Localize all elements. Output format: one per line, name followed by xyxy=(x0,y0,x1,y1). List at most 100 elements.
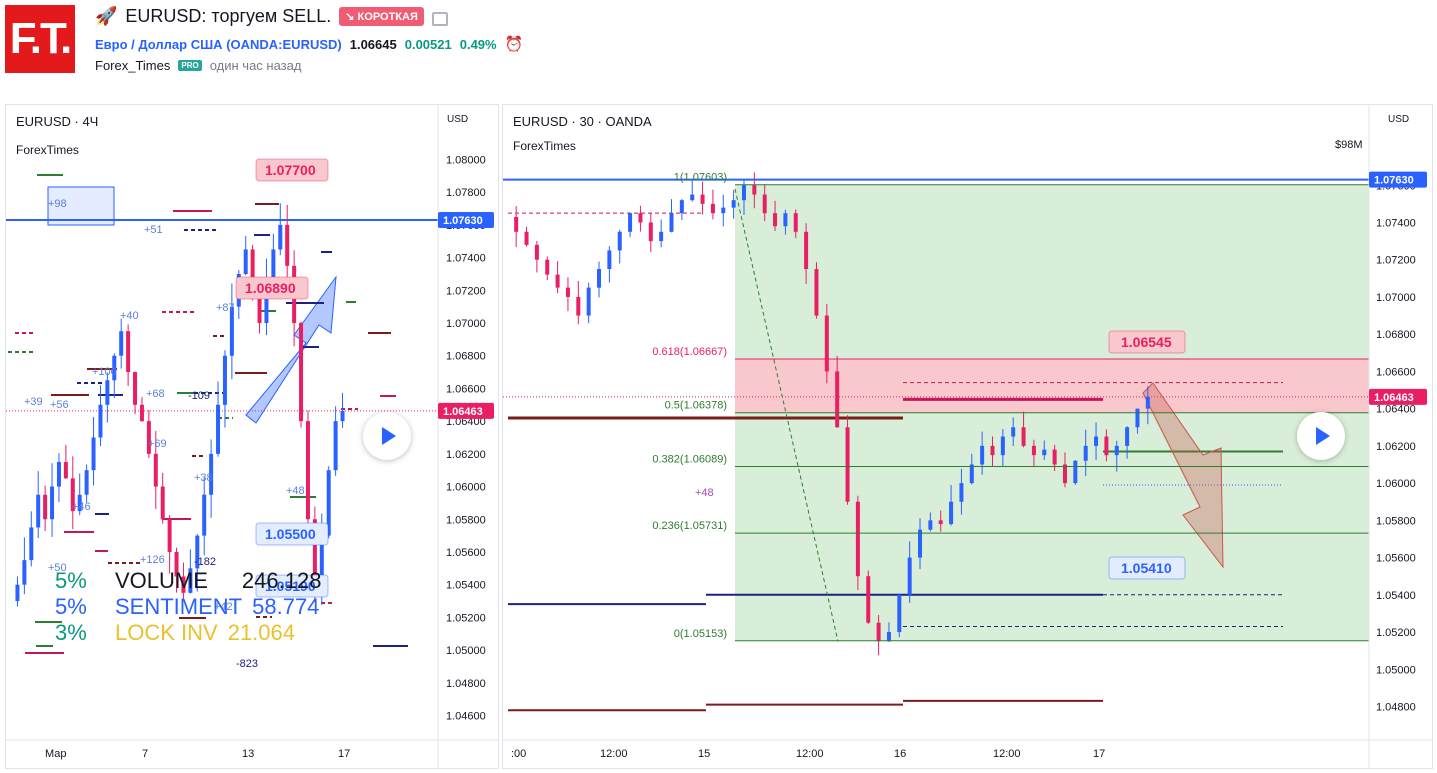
candle-body xyxy=(188,568,193,593)
level-tag: +87 xyxy=(216,302,235,314)
volume-label: $98M xyxy=(1335,139,1363,151)
left-chart-canvas[interactable]: EURUSD · 4Ч ForexTimes USD 1.08000 1.0780… xyxy=(6,105,498,768)
price-callout-label: 1.05190 xyxy=(265,578,316,594)
x-tick-label: 12:00 xyxy=(993,748,1021,760)
candle-body xyxy=(586,287,591,316)
y-tick-label: 1.07000 xyxy=(446,318,486,330)
price-callout-label: 1.05500 xyxy=(265,526,316,542)
right-chart-canvas[interactable]: +48 EURUSD · 30 · OANDA ForexTimes $98M … xyxy=(503,105,1432,768)
price-callout xyxy=(255,522,329,546)
right-chart-title: EURUSD · 30 · OANDA xyxy=(513,114,652,129)
level-tag: +39 xyxy=(24,396,43,408)
candle-body xyxy=(146,421,151,454)
candle-body xyxy=(229,306,234,356)
level-tag: +50 xyxy=(48,562,67,574)
candle-body xyxy=(29,527,34,561)
candle-body xyxy=(36,494,41,528)
short-direction-badge: ↘ КОРОТКАЯ xyxy=(339,7,424,26)
stat-percent: 5% xyxy=(55,594,87,619)
candle-body xyxy=(326,470,331,536)
stats-overlay: 5% VOLUME 246.128 5% SENTIMENT 58.774 3% LOCK I… xyxy=(55,568,321,646)
right-currency-label: USD xyxy=(1388,114,1409,125)
candle-body xyxy=(669,213,674,232)
level-tag: +38 xyxy=(194,472,213,484)
y-tick-label: 1.08000 xyxy=(446,155,486,167)
price-tag xyxy=(1369,171,1427,188)
y-tick-label: 1.07200 xyxy=(446,285,486,297)
stat-name: SENTIMENT xyxy=(115,594,243,619)
price-tag xyxy=(438,402,494,419)
level-tag: +56 xyxy=(50,399,69,411)
candle-body xyxy=(628,213,633,232)
price-tag-label: 1.07630 xyxy=(1374,175,1414,187)
candle-body xyxy=(299,323,304,422)
candle-body xyxy=(835,371,840,428)
level-tag: +69 xyxy=(148,438,167,450)
candle-body xyxy=(1094,436,1099,446)
author-name-link[interactable]: Forex_Times xyxy=(95,58,171,73)
candle-body xyxy=(84,470,89,495)
y-tick-label: 1.06600 xyxy=(446,383,486,395)
level-tag: +51 xyxy=(144,224,163,236)
play-replay-button[interactable] xyxy=(363,412,411,460)
level-tag: +48 xyxy=(286,485,305,497)
candle-body xyxy=(721,207,726,214)
candle-body xyxy=(534,244,539,260)
candle-body xyxy=(514,216,519,232)
price-tag xyxy=(1369,388,1427,405)
y-tick-label: 1.04800 xyxy=(446,678,486,690)
candle-body xyxy=(1104,436,1109,456)
candle-body xyxy=(928,520,933,530)
x-tick-label: 16 xyxy=(894,748,906,760)
candle-body xyxy=(690,194,695,201)
y-tick-label: 1.05000 xyxy=(1376,664,1416,676)
fib-level-label: 1(1.07603) xyxy=(674,172,727,184)
candle-body xyxy=(1114,445,1119,456)
candle-body xyxy=(752,185,757,195)
y-tick-label: 1.05600 xyxy=(446,547,486,559)
candle-body xyxy=(793,213,798,232)
candle-body xyxy=(855,501,860,577)
candle-body xyxy=(305,421,310,520)
play-replay-button[interactable] xyxy=(1297,412,1345,460)
symbol-name-link[interactable]: Евро / Доллар США (OANDA:EURUSD) xyxy=(95,36,342,52)
y-tick-label: 1.06000 xyxy=(446,482,486,494)
candle-body xyxy=(278,224,283,250)
left-chart-panel[interactable]: EURUSD · 4Ч ForexTimes USD 1.08000 1.0780… xyxy=(5,104,499,769)
candle-body xyxy=(1021,427,1026,446)
fib-level-label: 0.236(1.05731) xyxy=(652,520,727,532)
right-chart-panel[interactable]: +48 EURUSD · 30 · OANDA ForexTimes $98M … xyxy=(502,104,1433,769)
candle-body xyxy=(264,282,269,324)
level-tag: +48 xyxy=(695,487,714,499)
candle-body xyxy=(105,380,110,405)
y-tick-label: 1.04800 xyxy=(1376,701,1416,713)
candle-body xyxy=(70,478,75,512)
price-change-percent: 0.49% xyxy=(459,36,497,52)
candle-body xyxy=(731,200,736,208)
alarm-clock-icon[interactable]: ⏰ xyxy=(504,36,524,53)
level-tag: +98 xyxy=(48,198,67,210)
candle-body xyxy=(907,557,912,595)
y-tick-label: 1.05200 xyxy=(1376,627,1416,639)
fib-level-label: 0.618(1.06667) xyxy=(652,346,727,358)
candle-body xyxy=(555,274,560,288)
price-callout xyxy=(255,574,329,598)
candle-body xyxy=(195,535,200,569)
y-tick-label: 1.07000 xyxy=(1376,292,1416,304)
price-callout-label: 1.06890 xyxy=(245,280,296,296)
x-tick-label: 13 xyxy=(242,748,254,760)
candle-body xyxy=(63,462,68,479)
level-tag: +42 xyxy=(214,601,233,613)
candle-body xyxy=(77,494,82,512)
candle-body xyxy=(43,494,48,520)
candle-body xyxy=(126,331,131,373)
left-chart-title: EURUSD · 4Ч xyxy=(16,114,98,129)
x-tick-label: Мар xyxy=(45,748,67,760)
price-callout xyxy=(1108,330,1186,354)
stat-percent: 5% xyxy=(55,568,87,593)
price-tag xyxy=(438,212,494,229)
y-tick-label: 1.04600 xyxy=(446,710,486,722)
author-row: Forex_Times PRO один час назад xyxy=(95,58,301,73)
y-tick-label: 1.06200 xyxy=(1376,441,1416,453)
candle-body xyxy=(866,576,871,623)
